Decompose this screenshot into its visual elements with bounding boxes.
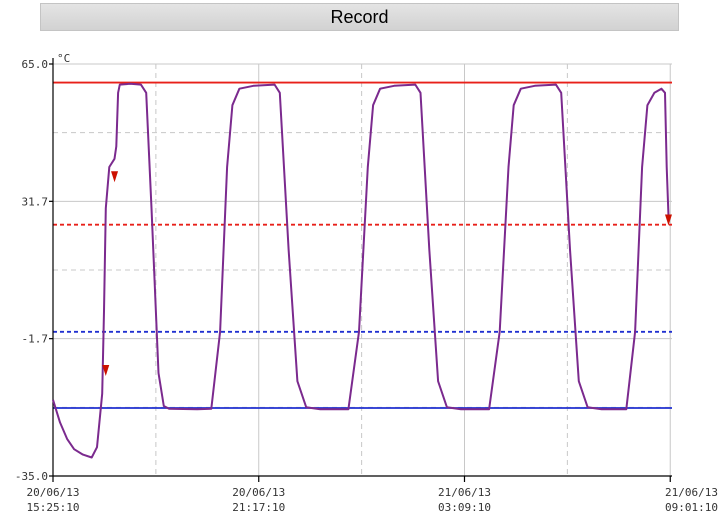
alarm-marker xyxy=(102,364,110,376)
series-group xyxy=(52,82,670,459)
markers-group xyxy=(102,171,672,376)
y-tick-label: -35.0 xyxy=(15,470,48,483)
x-tick-time: 21:17:10 xyxy=(232,501,285,514)
x-tick-time: 09:01:10 xyxy=(665,501,718,514)
threshold-lines xyxy=(53,81,672,409)
alarm-marker xyxy=(111,171,119,183)
x-tick-date: 21/06/13 xyxy=(665,486,718,499)
y-tick-label: 65.0 xyxy=(22,58,49,71)
chart-title-bar: Record xyxy=(40,3,679,31)
x-tick-time: 03:09:10 xyxy=(438,501,491,514)
tick-labels: 65.0 31.7 -1.7 -35.0 °C 20/06/13 15:25:10 20/06… xyxy=(15,52,718,514)
y-tick-label: -1.7 xyxy=(22,333,49,346)
y-tick-label: 31.7 xyxy=(22,195,49,208)
x-tick-date: 20/06/13 xyxy=(27,486,80,499)
axes xyxy=(49,58,672,482)
y-unit-label: °C xyxy=(57,52,70,65)
x-tick-date: 20/06/13 xyxy=(232,486,285,499)
temperature-series-line xyxy=(52,82,670,459)
alarm-marker xyxy=(664,214,672,226)
x-tick-date: 21/06/13 xyxy=(438,486,491,499)
chart-title: Record xyxy=(330,6,389,27)
x-tick-time: 15:25:10 xyxy=(27,501,80,514)
